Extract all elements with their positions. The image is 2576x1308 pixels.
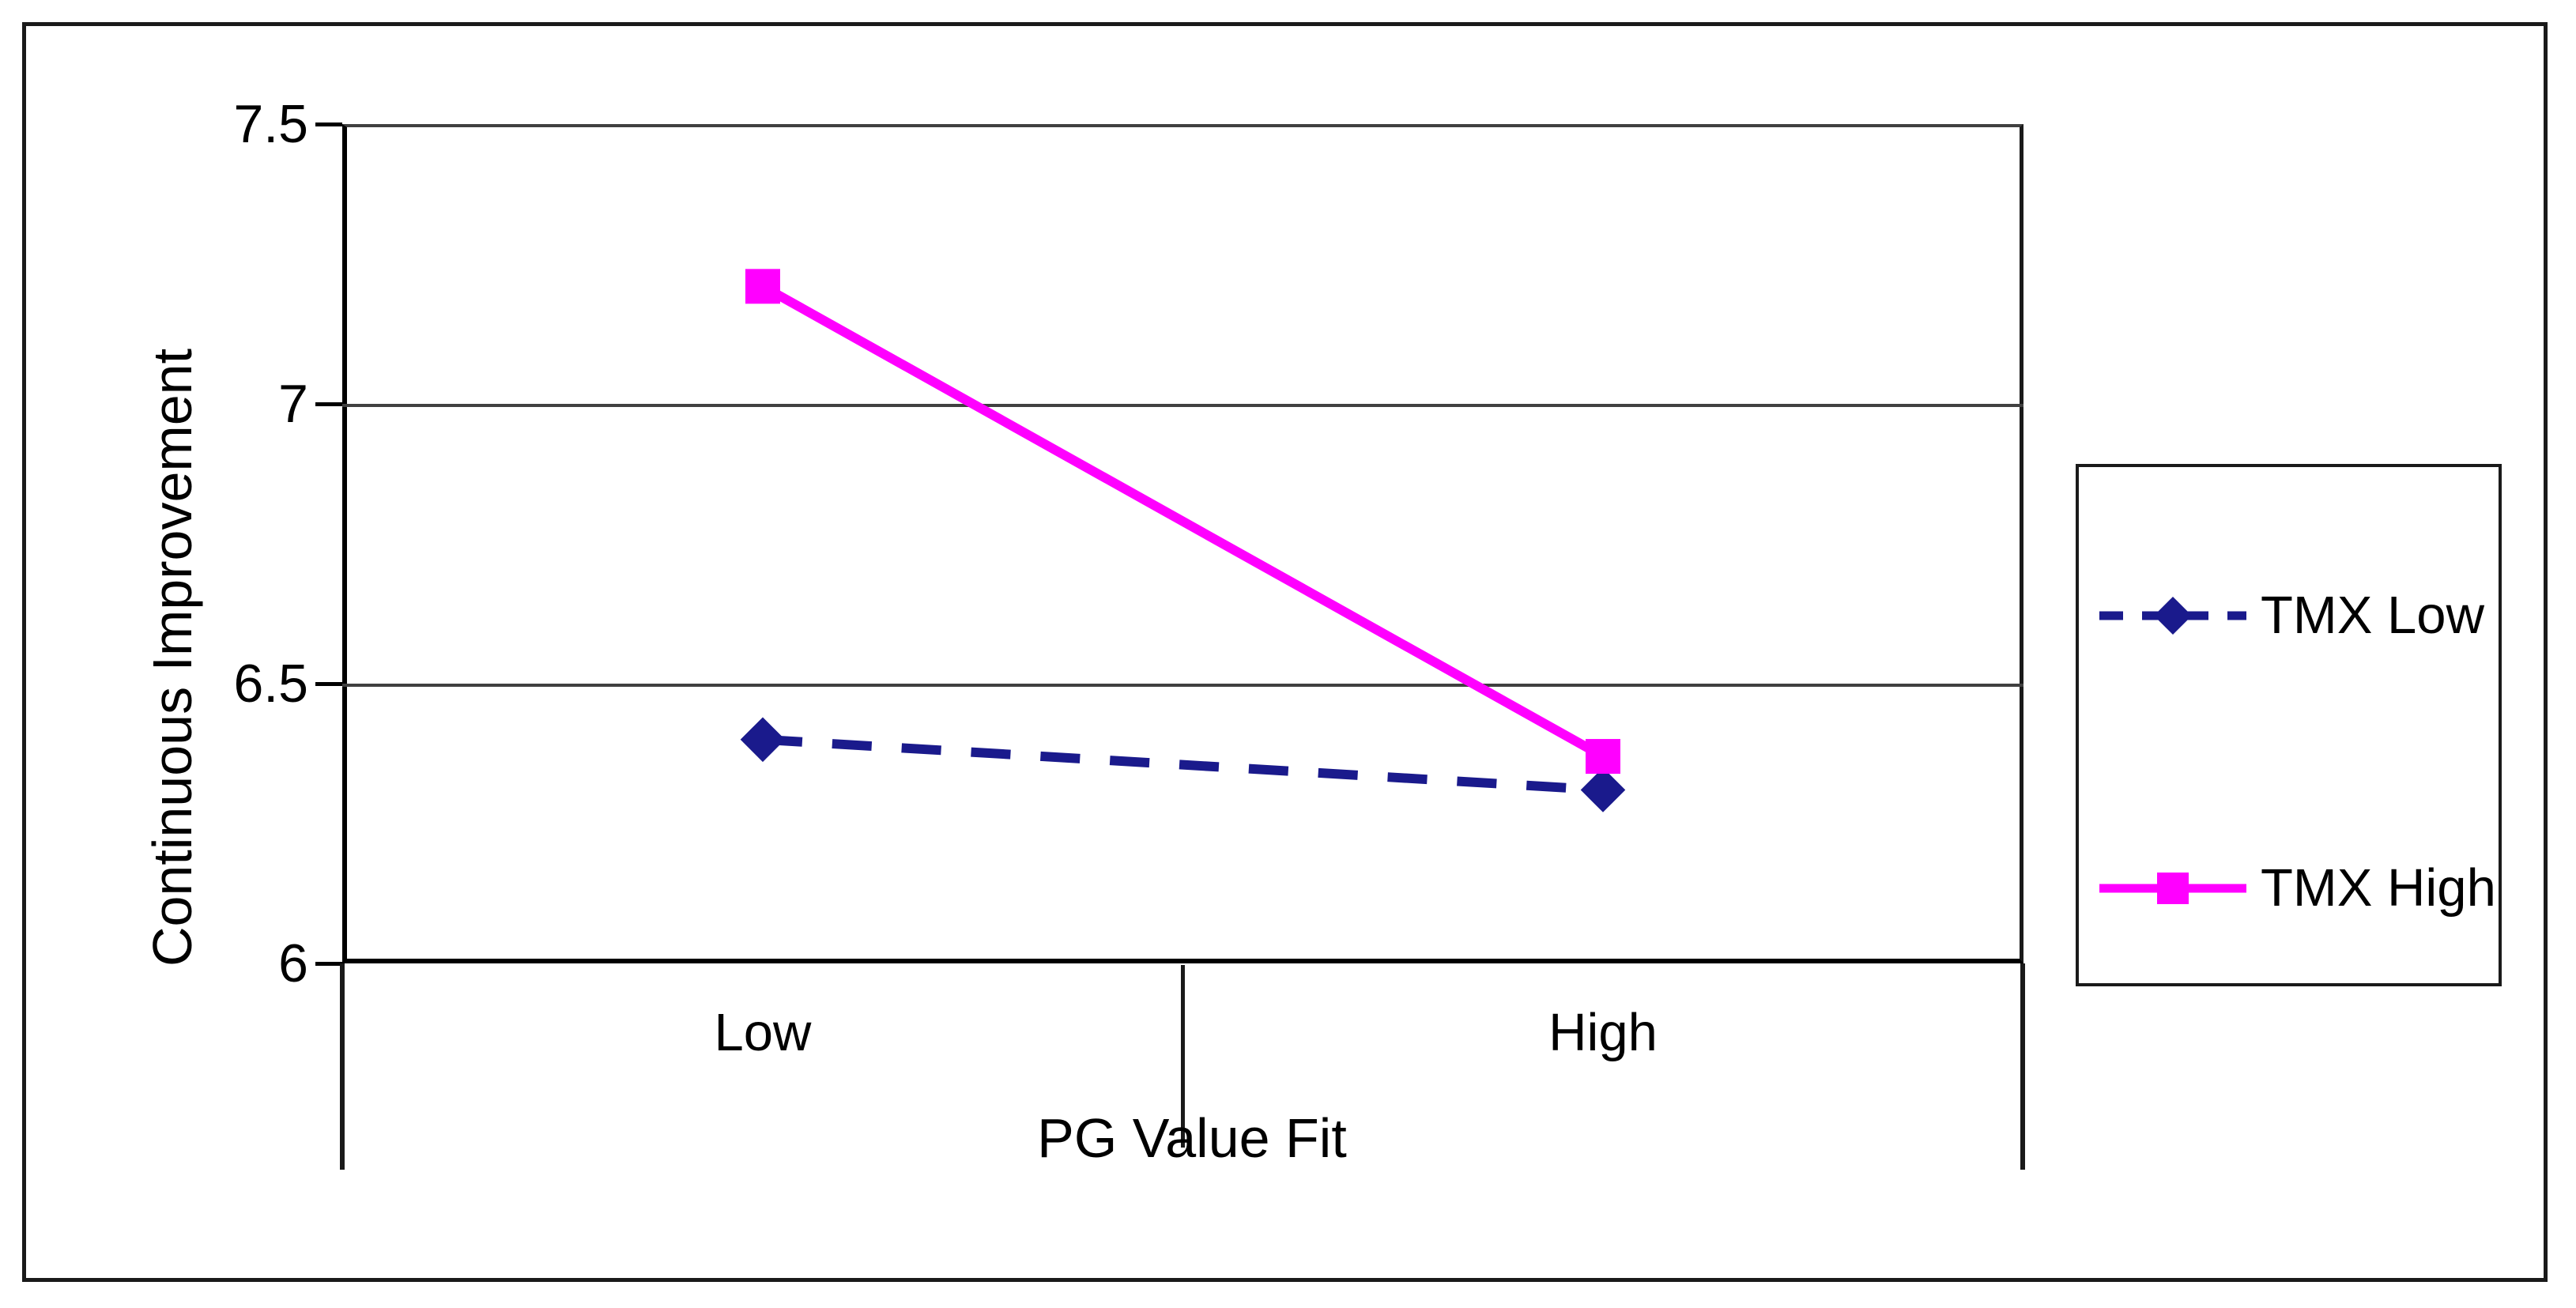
- y-tick-label-6-5: 6.5: [233, 654, 308, 714]
- y-axis-tick: [315, 123, 342, 126]
- gridline-6-5: [342, 684, 2023, 687]
- legend-label-tmx-high: TMX High: [2261, 858, 2496, 918]
- y-tick-label-7-5: 7.5: [233, 94, 308, 154]
- legend-label-tmx-low: TMX Low: [2261, 586, 2484, 645]
- x-axis-boundary-tick: [2020, 963, 2025, 1170]
- gridline-7: [342, 404, 2023, 407]
- tmx-low-dashed-line-sample: [2099, 596, 2246, 635]
- legend-entry-tmx-high: TMX High: [2079, 861, 2499, 915]
- x-axis-boundary-tick: [340, 963, 345, 1170]
- y-axis-tick: [315, 962, 342, 966]
- x-category-label-high: High: [1548, 1003, 1658, 1062]
- x-axis-title: PG Value Fit: [1037, 1107, 1347, 1169]
- y-tick-label-7: 7: [278, 374, 308, 434]
- legend-entry-tmx-low: TMX Low: [2079, 589, 2499, 643]
- plot-area: [342, 124, 2023, 963]
- x-category-label-low: Low: [714, 1003, 812, 1062]
- y-tick-label-6: 6: [278, 933, 308, 993]
- x-axis-category-divider-tick: [1181, 965, 1185, 1148]
- y-axis-tick: [315, 682, 342, 686]
- legend: TMX Low TMX High: [2076, 464, 2502, 986]
- tmx-high-solid-line-sample: [2099, 873, 2246, 904]
- y-axis-tick: [315, 402, 342, 406]
